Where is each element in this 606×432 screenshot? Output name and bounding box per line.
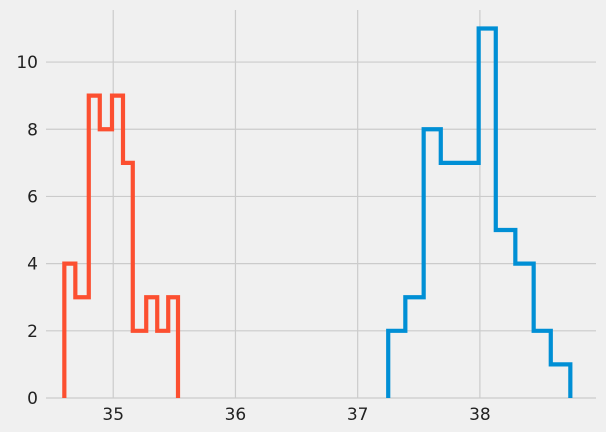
x-tick-label: 37 <box>347 405 369 425</box>
y-axis-ticks: 0 2 4 6 8 10 <box>16 53 38 409</box>
y-tick-label: 8 <box>27 120 38 140</box>
y-tick-label: 0 <box>27 389 38 409</box>
histogram-series-1 <box>62 93 181 398</box>
histogram-series-2 <box>386 26 573 398</box>
y-tick-label: 10 <box>16 53 38 73</box>
y-tick-label: 6 <box>27 187 38 207</box>
x-axis-ticks: 35 36 37 38 <box>102 405 490 425</box>
x-tick-label: 38 <box>469 405 491 425</box>
series-layer <box>62 26 573 398</box>
x-tick-label: 36 <box>225 405 247 425</box>
y-tick-label: 4 <box>27 255 38 275</box>
y-tick-label: 2 <box>27 322 38 342</box>
x-tick-label: 35 <box>102 405 124 425</box>
